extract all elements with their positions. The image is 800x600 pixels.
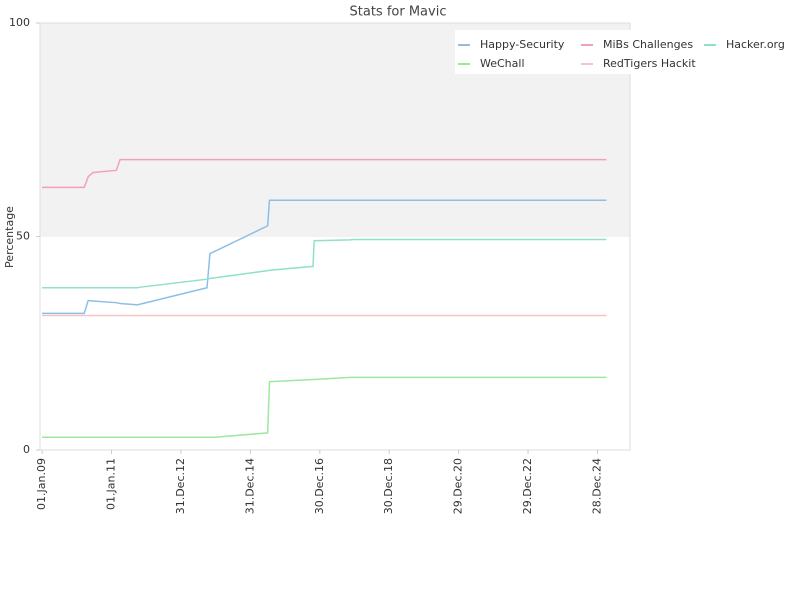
y-tick-label: 50 xyxy=(16,230,30,243)
chart-title: Stats for Mavic xyxy=(350,5,447,20)
legend-label: RedTigers Hackit xyxy=(603,57,696,70)
legend-box xyxy=(455,30,785,74)
y-axis-label: Percentage xyxy=(3,206,16,268)
x-tick-label: 31.Dec.14 xyxy=(243,458,256,514)
y-tick-label: 0 xyxy=(23,443,30,456)
legend: Happy-Security MiBs Challenges Hacker.org W… xyxy=(455,30,785,74)
legend-label: WeChall xyxy=(480,57,525,70)
x-tick-label: 30.Dec.18 xyxy=(382,458,395,514)
series-line xyxy=(42,376,607,438)
legend-label: Hacker.org xyxy=(726,38,785,51)
x-tick-label: 01.Jan.11 xyxy=(105,458,118,510)
x-tick-label: 31.Dec.12 xyxy=(174,458,187,514)
legend-label: Happy-Security xyxy=(480,38,565,51)
x-tick-label: 29.Dec.22 xyxy=(521,458,534,514)
x-tick-label: 28.Dec.24 xyxy=(590,458,603,514)
x-tick-label: 30.Dec.16 xyxy=(313,458,326,514)
legend-label: MiBs Challenges xyxy=(603,38,693,51)
x-tick-label: 01.Jan.09 xyxy=(35,458,48,510)
series-line xyxy=(42,238,607,289)
series-line xyxy=(42,199,607,315)
y-tick-label: 100 xyxy=(9,16,30,29)
series-line xyxy=(42,158,607,189)
x-tick-label: 29.Dec.20 xyxy=(452,458,465,514)
